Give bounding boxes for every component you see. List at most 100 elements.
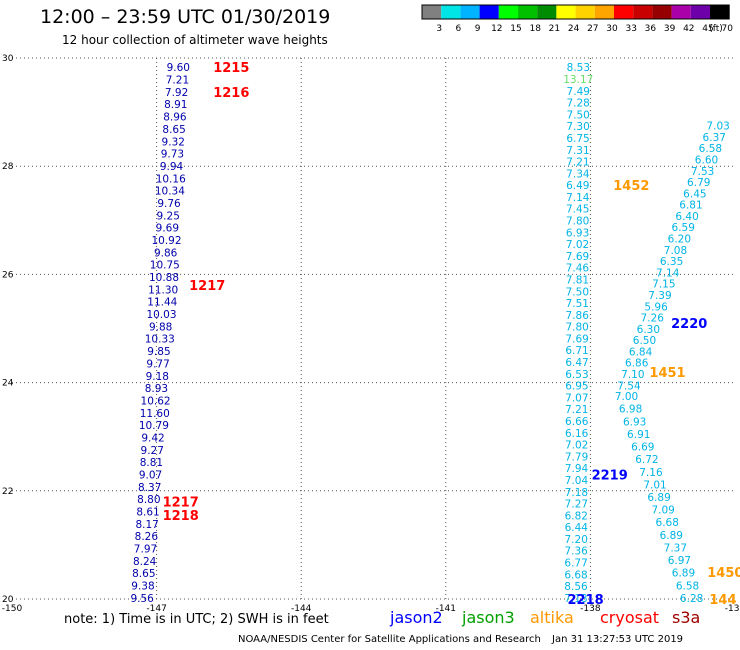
- wave-height-value: 7.79: [565, 451, 588, 463]
- wave-height-value: 9.85: [147, 346, 170, 358]
- wave-height-value: 7.16: [639, 467, 663, 479]
- wave-height-value: 7.14: [656, 267, 680, 279]
- color-scale-label: 42: [683, 24, 694, 34]
- color-scale-label: 45: [702, 24, 713, 34]
- wave-height-value: 9.94: [160, 161, 184, 173]
- wave-height-value: 11.30: [148, 284, 178, 296]
- color-scale-label: 3: [436, 24, 442, 34]
- wave-height-value: 6.95: [565, 381, 588, 393]
- wave-height-value: 7.28: [566, 98, 589, 110]
- wave-height-value: 6.68: [656, 517, 679, 529]
- legend-jason3: jason3: [462, 608, 515, 627]
- x-tick-label: -138: [580, 604, 601, 614]
- wave-height-value: 7.37: [664, 542, 687, 554]
- color-scale-label: 70: [721, 24, 733, 34]
- color-scale-label: 15: [510, 24, 521, 34]
- color-scale-label: 21: [549, 24, 560, 34]
- wave-height-value: 11.44: [147, 297, 177, 309]
- wave-height-value: 7.18: [564, 593, 587, 605]
- color-scale-label: 24: [568, 24, 580, 34]
- wave-height-value: 6.44: [565, 522, 589, 534]
- x-tick-label: -150: [2, 604, 23, 614]
- pass-number-label: 144: [709, 593, 736, 608]
- wave-height-value: 7.18: [565, 487, 588, 499]
- wave-height-value: 6.93: [566, 227, 589, 239]
- wave-height-value: 7.20: [565, 534, 588, 546]
- x-tick-label: -141: [436, 604, 456, 614]
- color-scale-swatch: [614, 5, 634, 19]
- x-tick-label: -147: [146, 604, 166, 614]
- wave-height-value: 9.07: [139, 469, 162, 481]
- color-scale-unit: (ft): [709, 24, 723, 34]
- color-scale-label: 9: [475, 24, 481, 34]
- wave-height-value: 9.76: [157, 198, 181, 210]
- wave-height-value: 8.17: [135, 519, 158, 531]
- wave-height-value: 7.97: [134, 544, 157, 556]
- pass-number-label: 2219: [592, 469, 628, 484]
- wave-height-value: 7.14: [566, 192, 590, 204]
- color-scale-swatch: [671, 5, 691, 19]
- wave-height-value: 6.79: [687, 177, 710, 189]
- wave-height-value: 6.30: [637, 324, 660, 336]
- color-scale-swatch: [441, 5, 461, 19]
- wave-height-value: 10.92: [151, 235, 181, 247]
- x-tick-label: -135: [725, 604, 740, 614]
- color-scale-label: 30: [606, 24, 618, 34]
- wave-height-value: 7.92: [165, 87, 188, 99]
- wave-height-value: 6.97: [668, 555, 691, 567]
- y-tick-label: 20: [2, 595, 14, 605]
- wave-height-value: 6.53: [565, 369, 588, 381]
- wave-height-value: 7.02: [566, 239, 589, 251]
- pass-number-label: 1450: [707, 566, 740, 581]
- color-scale-swatch: [537, 5, 557, 19]
- color-scale-swatch: [710, 5, 730, 19]
- wave-height-value: 9.86: [154, 247, 178, 259]
- wave-height-value: 10.33: [145, 334, 175, 346]
- wave-height-value: 7.51: [566, 298, 589, 310]
- pass-number-label: 1217: [189, 279, 225, 294]
- wave-height-value: 6.89: [672, 568, 695, 580]
- wave-height-value: 7.27: [565, 499, 588, 511]
- wave-height-value: 6.77: [564, 558, 587, 570]
- wave-height-value: 9.42: [141, 432, 164, 444]
- color-scale-label: 6: [456, 24, 462, 34]
- wave-height-value: 10.34: [155, 186, 185, 198]
- wave-height-value: 13.17: [563, 74, 593, 86]
- y-tick-label: 30: [2, 54, 14, 64]
- wave-height-value: 8.53: [567, 62, 590, 74]
- wave-height-value: 6.60: [695, 154, 718, 166]
- wave-height-value: 8.93: [145, 383, 168, 395]
- page-title: 12:00 – 23:59 UTC 01/30/2019: [40, 6, 331, 28]
- y-tick-label: 28: [2, 162, 14, 172]
- wave-height-value: 7.45: [566, 204, 589, 216]
- wave-height-value: 8.80: [137, 494, 160, 506]
- wave-height-value: 7.50: [566, 109, 589, 121]
- wave-height-value: 9.27: [141, 445, 164, 457]
- wave-height-value: 7.08: [664, 245, 687, 257]
- wave-height-value: 7.00: [615, 391, 638, 403]
- wave-height-value: 9.69: [156, 223, 179, 235]
- pass-number-label: 1451: [649, 366, 685, 381]
- wave-height-value: 7.46: [566, 263, 590, 275]
- color-scale-border: [421, 4, 730, 20]
- wave-height-value: 7.31: [566, 145, 589, 157]
- wave-height-value: 6.69: [631, 442, 654, 454]
- x-tick-label: -144: [291, 604, 312, 614]
- wave-height-value: 7.81: [566, 274, 589, 286]
- wave-height-value: 10.62: [141, 395, 171, 407]
- wave-height-value: 6.58: [676, 580, 699, 592]
- wave-height-value: 7.21: [566, 157, 589, 169]
- pass-number-label: 1218: [163, 509, 199, 524]
- legend-altika: altika: [530, 608, 574, 627]
- wave-height-value: 8.65: [132, 568, 155, 580]
- pass-number-label: 2220: [671, 317, 707, 332]
- wave-height-value: 7.36: [564, 546, 588, 558]
- color-scale-swatch: [575, 5, 595, 19]
- wave-height-value: 7.03: [706, 121, 729, 133]
- wave-height-value: 8.91: [164, 99, 187, 111]
- wave-height-value: 6.40: [675, 211, 698, 223]
- wave-height-value: 10.88: [149, 272, 179, 284]
- wave-height-value: 7.30: [566, 121, 589, 133]
